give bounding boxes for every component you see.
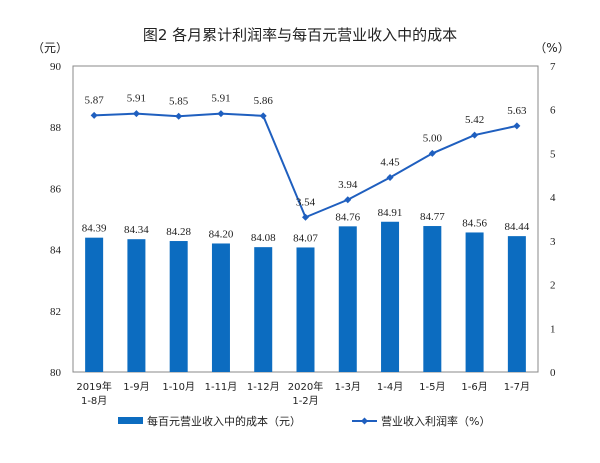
line-point-marker: [302, 213, 309, 221]
bar: [381, 221, 400, 372]
x-tick-label: 1-7月: [504, 381, 530, 393]
x-tick-label: 1-4月: [377, 381, 403, 393]
x-tick-label: 2020年: [288, 380, 323, 393]
left-tick-label: 84: [50, 245, 62, 257]
line-point-marker: [90, 111, 98, 119]
bar: [169, 241, 188, 372]
bar-data-label: 84.56: [462, 217, 487, 229]
x-tick-label: 1-12月: [247, 381, 280, 393]
bar-data-label: 84.39: [82, 223, 107, 235]
legend-bar-label: 每百元营业收入中的成本（元）: [147, 414, 301, 428]
left-tick-label: 88: [50, 122, 62, 134]
bar-data-label: 84.77: [420, 211, 445, 223]
bar: [338, 226, 357, 372]
line-point-marker: [259, 112, 267, 120]
right-tick-label: 2: [550, 280, 556, 292]
line-point-marker: [471, 131, 479, 139]
bar: [507, 236, 526, 372]
line-point-marker: [344, 196, 352, 204]
left-tick-label: 82: [50, 306, 61, 318]
line-data-label: 5.87: [85, 94, 105, 106]
x-tick-label: 1-8月: [81, 395, 107, 407]
bar-data-label: 84.08: [251, 232, 276, 244]
right-tick-label: 7: [550, 61, 556, 73]
line-data-label: 4.45: [380, 156, 400, 168]
legend-line-label: 营业收入利润率（%）: [381, 414, 490, 428]
bar: [127, 239, 146, 372]
bar: [423, 226, 442, 372]
bar-data-label: 84.28: [166, 226, 191, 238]
bar: [85, 237, 104, 372]
x-tick-label: 1-9月: [123, 381, 149, 393]
left-tick-label: 80: [50, 367, 62, 379]
line-data-label: 5.63: [507, 105, 527, 117]
right-tick-label: 6: [550, 105, 556, 117]
x-tick-label: 1-6月: [461, 381, 487, 393]
x-tick-label: 1-3月: [335, 381, 361, 393]
line-data-label: 3.94: [338, 179, 358, 191]
bar: [296, 247, 315, 372]
legend-line-marker: [361, 417, 368, 425]
line-point-marker: [386, 173, 394, 181]
bar-data-label: 84.44: [504, 221, 529, 233]
line-point-marker: [132, 110, 140, 118]
right-tick-label: 1: [550, 323, 556, 335]
chart-title: 图2 各月累计利润率与每百元营业收入中的成本: [143, 26, 457, 44]
right-tick-label: 3: [550, 236, 556, 248]
x-tick-label: 2019年: [76, 380, 111, 393]
right-tick-label: 4: [550, 192, 556, 204]
left-tick-label: 86: [50, 183, 62, 195]
x-tick-label: 1-5月: [419, 381, 445, 393]
bar-data-label: 84.34: [124, 224, 149, 236]
x-tick-label: 1-11月: [205, 381, 238, 393]
bar: [465, 232, 484, 372]
right-axis-unit: （%）: [534, 41, 569, 55]
bar-data-label: 84.07: [293, 232, 318, 244]
line-point-marker: [428, 149, 436, 157]
line-data-label: 3.54: [296, 196, 316, 208]
line-data-label: 5.86: [254, 95, 274, 107]
x-tick-label: 1-10月: [162, 381, 195, 393]
right-tick-label: 5: [550, 148, 556, 160]
line-data-label: 5.85: [169, 95, 189, 107]
line-point-marker: [217, 110, 225, 118]
bar: [211, 243, 230, 372]
line-data-label: 5.91: [211, 93, 230, 105]
left-axis-unit: （元）: [32, 41, 68, 55]
bar-data-label: 84.76: [335, 211, 360, 223]
bar: [254, 247, 273, 372]
left-tick-label: 90: [50, 61, 62, 73]
bar-data-label: 84.91: [378, 207, 403, 219]
bar-data-label: 84.20: [209, 228, 234, 240]
line-data-label: 5.42: [465, 114, 484, 126]
x-tick-label: 1-2月: [292, 395, 318, 407]
line-data-label: 5.91: [127, 93, 146, 105]
right-tick-label: 0: [550, 367, 556, 379]
line-point-marker: [513, 122, 521, 130]
line-point-marker: [175, 112, 183, 120]
line-data-label: 5.00: [423, 132, 443, 144]
legend-bar-swatch: [118, 417, 143, 424]
